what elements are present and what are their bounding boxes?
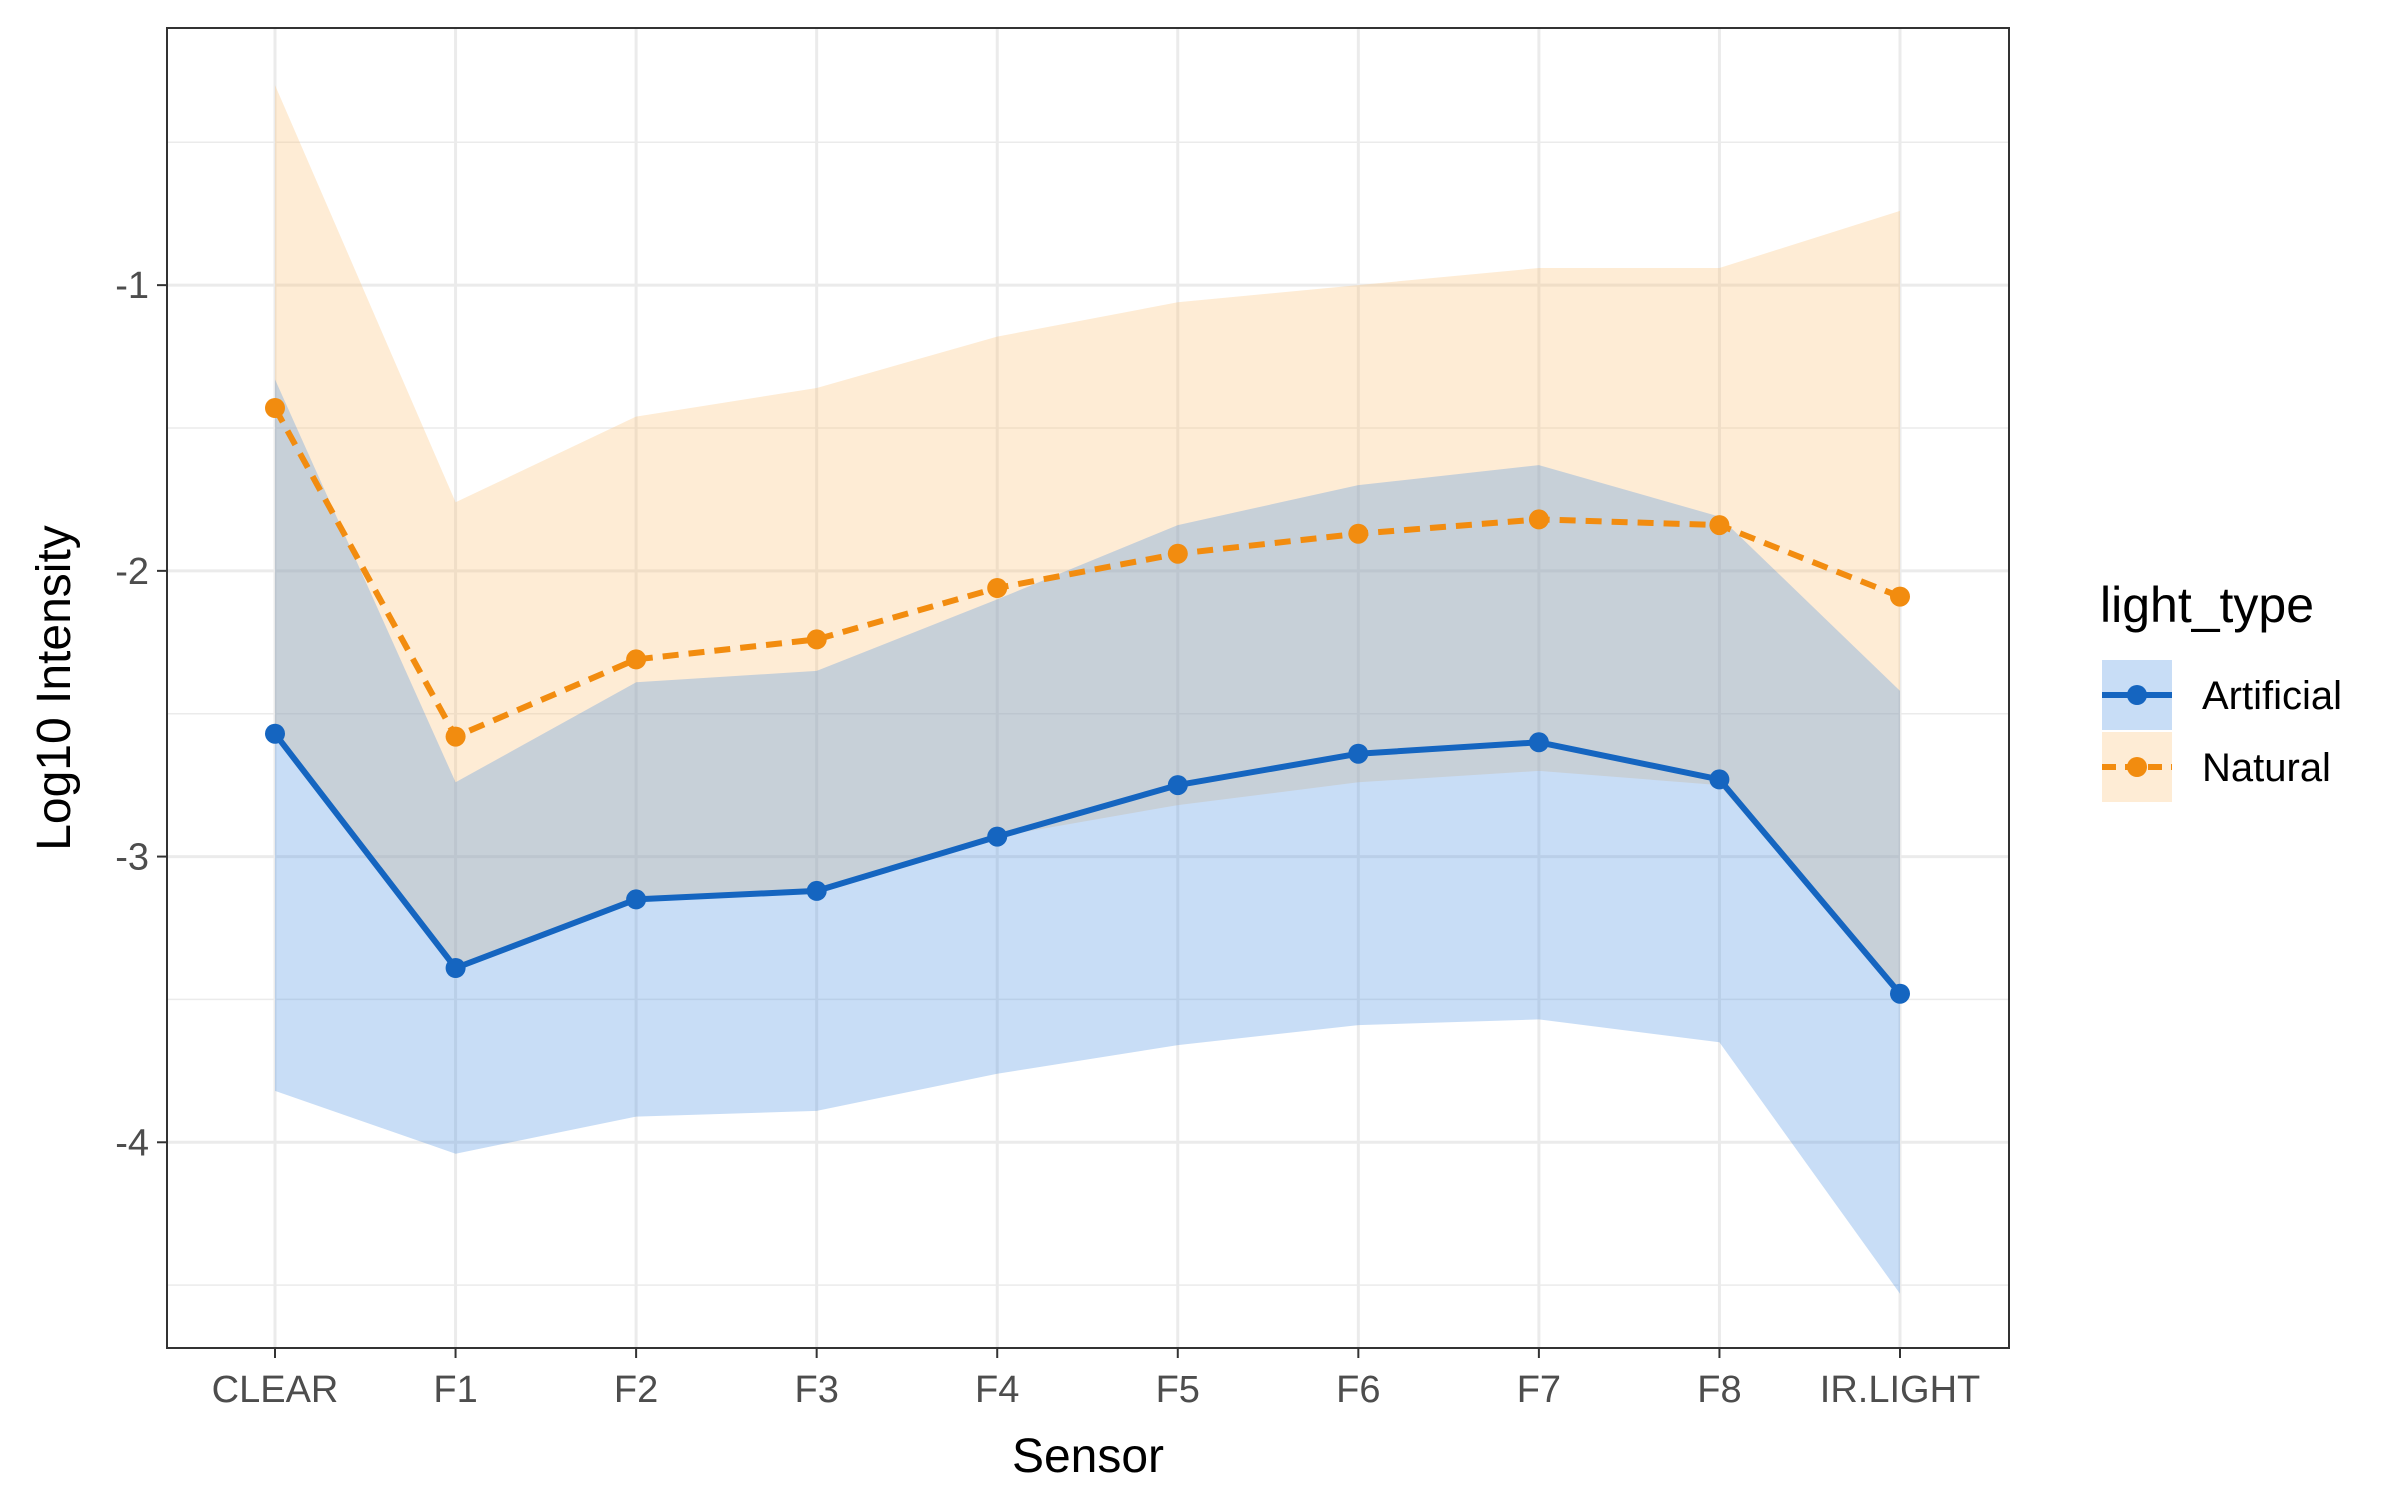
point-natural-f8 xyxy=(1709,515,1730,536)
x-tick-label: IR.LIGHT xyxy=(1820,1369,1980,1411)
legend-key-artificial-point xyxy=(2127,685,2147,705)
x-tick-label: F2 xyxy=(614,1369,658,1411)
legend-title: light_type xyxy=(2100,577,2314,633)
series-line-natural xyxy=(272,406,1902,740)
point-artificial-f6 xyxy=(1348,743,1369,764)
x-tick-label: F4 xyxy=(975,1369,1019,1411)
legend: light_type Artificial Natural xyxy=(2100,577,2342,802)
point-natural-f7 xyxy=(1528,509,1549,530)
ribbon-artificial xyxy=(275,379,1900,1294)
x-tick-label: CLEAR xyxy=(212,1369,339,1411)
confidence-bands xyxy=(275,85,1900,1294)
grid-lines xyxy=(167,28,2009,1348)
x-tick-label: F7 xyxy=(1517,1369,1561,1411)
plot-border xyxy=(166,27,2010,1349)
point-artificial-f2 xyxy=(626,889,647,910)
point-natural-f3 xyxy=(806,629,827,650)
point-natural-f1 xyxy=(445,726,466,747)
point-artificial-f1 xyxy=(445,958,466,978)
ribbon-natural xyxy=(275,85,1900,994)
legend-label-natural: Natural xyxy=(2202,746,2331,790)
x-tick-label: F3 xyxy=(794,1369,838,1411)
x-tick-label: F8 xyxy=(1697,1369,1741,1411)
legend-item-natural: Natural xyxy=(2102,732,2331,802)
y-tick-label: -3 xyxy=(115,837,149,879)
y-tick-label: -2 xyxy=(115,551,149,593)
series-points xyxy=(265,398,1910,1004)
point-artificial-f8 xyxy=(1709,769,1730,790)
x-tick-label: F5 xyxy=(1156,1369,1200,1411)
point-artificial-f5 xyxy=(1167,775,1188,796)
x-tick-label: F6 xyxy=(1336,1369,1380,1411)
point-artificial-clear xyxy=(265,723,285,744)
y-tick-label: -1 xyxy=(115,265,149,307)
x-axis-title: Sensor xyxy=(1012,1430,1164,1483)
point-natural-f4 xyxy=(987,578,1008,598)
point-natural-ir.light xyxy=(1890,586,1910,607)
series-line-artificial xyxy=(272,731,1903,996)
axis-ticks: -4 -3 -2 -1 CLEAR F1 F2 F3 F4 F5 F6 F7 F8 IR.LIGHT xyxy=(115,265,1980,1411)
y-axis-title: Log10 Intensity xyxy=(28,525,81,851)
x-tick-label: F1 xyxy=(433,1369,477,1411)
series-lines xyxy=(272,406,1903,996)
point-artificial-f4 xyxy=(987,826,1008,847)
plot-background xyxy=(167,28,2009,1348)
point-natural-f2 xyxy=(626,649,647,670)
legend-key-natural-point xyxy=(2127,757,2147,777)
point-artificial-f7 xyxy=(1528,732,1549,753)
point-artificial-f3 xyxy=(806,880,827,901)
legend-label-artificial: Artificial xyxy=(2202,674,2342,718)
point-natural-f5 xyxy=(1167,543,1188,564)
y-tick-label: -4 xyxy=(115,1122,149,1164)
point-natural-clear xyxy=(265,398,285,418)
point-artificial-ir.light xyxy=(1890,983,1910,1004)
legend-item-artificial: Artificial xyxy=(2102,660,2342,730)
point-natural-f6 xyxy=(1348,523,1369,544)
